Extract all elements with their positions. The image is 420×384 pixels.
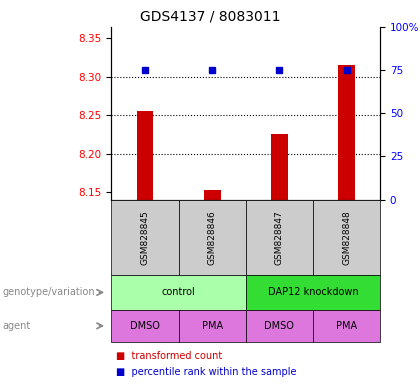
Text: DMSO: DMSO [264,321,294,331]
Text: control: control [162,287,195,298]
Bar [136,111,153,200]
Text: PMA: PMA [202,321,223,331]
Text: ■  transformed count: ■ transformed count [116,351,222,361]
Bar [338,65,355,200]
Bar [271,134,288,200]
Text: PMA: PMA [336,321,357,331]
Text: DAP12 knockdown: DAP12 knockdown [268,287,358,298]
Text: GDS4137 / 8083011: GDS4137 / 8083011 [140,10,280,23]
Text: GSM828848: GSM828848 [342,210,351,265]
Text: GSM828847: GSM828847 [275,210,284,265]
Text: GSM828846: GSM828846 [207,210,217,265]
Text: ■  percentile rank within the sample: ■ percentile rank within the sample [116,367,296,377]
Text: agent: agent [2,321,30,331]
Text: genotype/variation: genotype/variation [2,287,95,298]
Text: GSM828845: GSM828845 [140,210,150,265]
Text: DMSO: DMSO [130,321,160,331]
Bar [204,190,220,200]
